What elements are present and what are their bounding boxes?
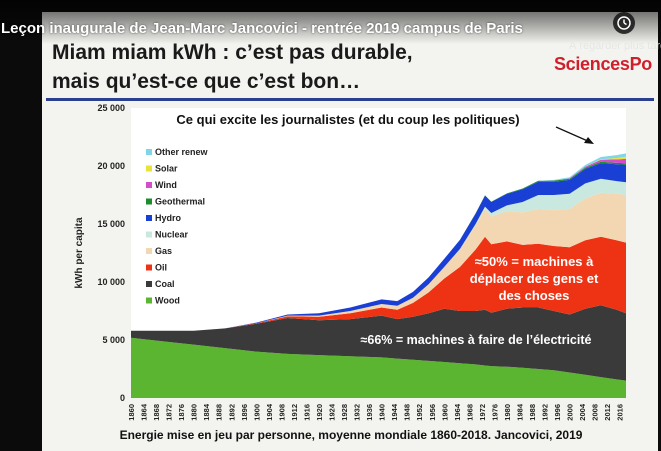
series-area-gas [131,192,626,331]
slide-title-line1: Miam miam kWh : c’est pas durable, [52,41,413,64]
series-area-hydro [131,163,626,331]
x-tick-label: 1916 [302,404,311,421]
legend-swatch-wood [146,297,152,304]
legend-label-gas: Gas [155,246,172,256]
x-tick-label: 1964 [453,403,462,421]
y-tick-label: 0 [120,393,125,403]
legend-swatch-other-renew [146,149,152,155]
x-tick-label: 1972 [478,404,487,421]
x-tick-label: 1968 [465,404,474,421]
legend-label-wood: Wood [155,296,180,306]
annotation-arrow [555,126,591,143]
slide-title: Miam miam kWh : c’est pas durable, mais … [52,38,413,96]
title-rule [46,98,654,101]
legend-label-other-renew: Other renew [155,147,209,157]
legend-swatch-wind [146,182,152,188]
x-tick-label: 1936 [365,404,374,421]
video-title[interactable]: Leçon inaugurale de Jean-Marc Jancovici … [1,20,523,37]
series-area-nuclear [131,178,626,331]
x-tick-label: 1980 [503,404,512,421]
oil-annotation-line1: ≈50% = machines à [475,254,595,269]
x-tick-label: 1984 [516,403,525,421]
legend-swatch-hydro [146,215,152,221]
series-area-coal [131,305,626,381]
x-tick-label: 1928 [340,404,349,421]
x-tick-label: 1876 [177,404,186,421]
slide-title-line2: mais qu’est-ce que c’est bon… [52,70,361,93]
coal-annotation: ≈66% = machines à faire de l’électricité [361,333,592,347]
series-areas [131,153,626,398]
x-tick-label: 1892 [227,404,236,421]
x-tick-label: 2012 [603,404,612,421]
x-tick-label: 1884 [202,403,211,421]
legend-swatch-geothermal [146,198,152,205]
x-tick-label: 1976 [490,404,499,421]
legend-label-oil: Oil [155,263,167,273]
x-tick-label: 1996 [553,404,562,421]
series-area-oil [131,236,626,331]
x-tick-label: 1940 [378,404,387,421]
x-tick-label: 1960 [440,404,449,421]
x-tick-label: 2016 [616,404,625,421]
video-title-bar: Leçon inaugurale de Jean-Marc Jancovici … [0,0,661,44]
legend-swatch-gas [146,248,152,254]
x-tick-label: 1900 [252,404,261,421]
y-tick-label: 20 000 [97,161,125,171]
x-tick-label: 1912 [290,404,299,421]
x-tick-label: 1988 [528,404,537,421]
y-tick-label: 15 000 [97,219,125,229]
legend-label-coal: Coal [155,279,175,289]
x-tick-label: 1908 [277,404,286,421]
x-tick-label: 1932 [353,404,362,421]
legend-label-geothermal: Geothermal [155,197,205,207]
legend-swatch-coal [146,281,152,287]
chart-title: Ce qui excite les journalistes (et du co… [176,112,519,127]
x-tick-label: 1864 [140,403,149,421]
legend: Other renew Solar Wind Geothermal Hydro Nucle… [146,147,209,306]
legend-swatch-oil [146,264,152,271]
sciencespo-logo: SciencesPo [553,54,652,74]
x-tick-label: 1948 [403,404,412,421]
legend-label-nuclear: Nuclear [155,230,189,240]
watch-later-label: À regarder plus tard [569,40,661,52]
y-tick-label: 10 000 [97,277,125,287]
x-tick-label: 1956 [428,404,437,421]
x-tick-label: 1896 [240,404,249,421]
y-axis-label: kWh per capita [74,217,85,289]
x-tick-label: 1952 [415,404,424,421]
x-tick-label: 2000 [566,404,575,421]
oil-annotation-line3: des choses [499,288,570,303]
y-tick-labels: 0 5 000 10 000 15 000 20 000 25 000 [97,103,125,403]
x-tick-label: 1868 [152,404,161,421]
x-tick-label: 1880 [190,404,199,421]
y-tick-label: 25 000 [97,103,125,113]
annotation-arrow-head [584,137,594,144]
legend-swatch-solar [146,165,152,172]
y-tick-label: 5 000 [102,335,125,345]
legend-label-hydro: Hydro [155,213,182,223]
x-tick-labels: 1860 1864 1868 1872 1876 1880 1884 1888 1892 1896… [127,403,625,421]
x-tick-label: 1924 [328,403,337,421]
x-tick-label: 1872 [165,404,174,421]
x-tick-label: 1888 [215,404,224,421]
legend-swatch-nuclear [146,231,152,238]
x-tick-label: 1920 [315,404,324,421]
chart-caption: Energie mise en jeu par personne, moyenn… [120,428,583,442]
legend-label-wind: Wind [155,180,177,190]
x-tick-label: 2004 [578,403,587,421]
series-area-wood [131,337,626,398]
x-tick-label: 2008 [591,404,600,421]
watch-later-button[interactable]: À regarder plus tard [569,12,661,58]
clock-icon [613,12,635,34]
x-tick-label: 1944 [390,403,399,421]
legend-label-solar: Solar [155,164,178,174]
x-tick-label: 1860 [127,404,136,421]
x-tick-label: 1904 [265,403,274,421]
x-tick-label: 1992 [541,404,550,421]
oil-annotation-line2: déplacer des gens et [470,271,599,286]
